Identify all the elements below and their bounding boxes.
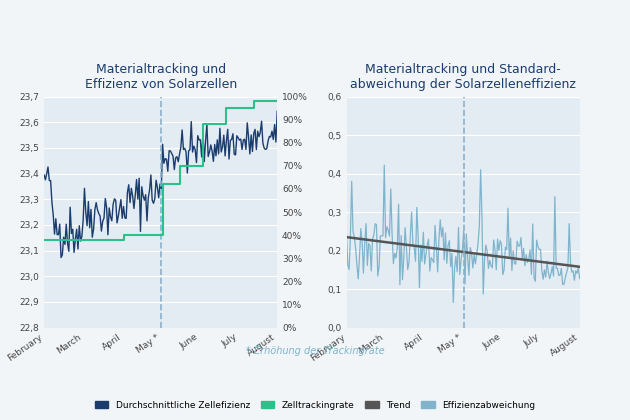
Title: Materialtracking und Standard-
abweichung der Solarzelleneffizienz: Materialtracking und Standard- abweichun… [350,63,576,91]
Title: Materialtracking und
Effizienz von Solarzellen: Materialtracking und Effizienz von Solar… [84,63,237,91]
Legend: Durchschnittliche Zellefizienz, Zelltrackingrate, Trend, Effizienzabweichung: Durchschnittliche Zellefizienz, Zelltrac… [91,397,539,413]
Text: * Erhöhung der Trackingrate: * Erhöhung der Trackingrate [246,346,384,357]
